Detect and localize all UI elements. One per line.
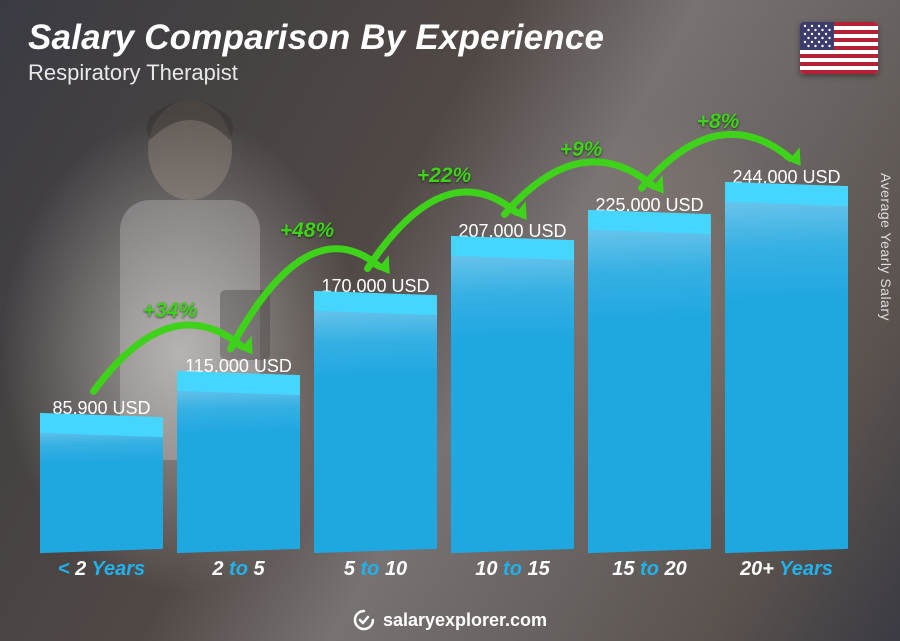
bar [451,246,574,553]
bar-group: 115,000 USD [177,383,300,551]
axis-label: < 2 Years [40,558,163,581]
title-block: Salary Comparison By Experience Respirat… [28,18,604,86]
axis-label: 2 to 5 [177,558,300,581]
bar [725,192,848,553]
bar [177,381,300,553]
bar-group: 207,000 USD [451,248,574,551]
y-axis-label: Average Yearly Salary [878,173,894,321]
bar [314,300,437,553]
country-flag [800,22,878,74]
bars-container: 85,900 USD115,000 USD170,000 USD207,000 … [40,102,848,551]
brand-text: salaryexplorer.com [383,610,547,631]
bar-group: 244,000 USD [725,194,848,551]
brand-logo-icon [353,609,375,631]
brand-footer: salaryexplorer.com [353,609,547,631]
bar-group: 225,000 USD [588,222,711,551]
bar [588,220,711,553]
bar [40,423,163,553]
chart-area: 85,900 USD115,000 USD170,000 USD207,000 … [40,102,848,581]
bar-group: 85,900 USD [40,425,163,551]
page-subtitle: Respiratory Therapist [28,60,604,86]
axis-label: 5 to 10 [314,558,437,581]
axis-label: 15 to 20 [588,558,711,581]
axis-label: 10 to 15 [451,558,574,581]
bar-group: 170,000 USD [314,303,437,551]
axis-label: 20+ Years [725,558,848,581]
page-title: Salary Comparison By Experience [28,18,604,58]
axis-labels: < 2 Years 2 to 5 5 to 10 10 to 15 15 to 20 20… [40,558,848,581]
